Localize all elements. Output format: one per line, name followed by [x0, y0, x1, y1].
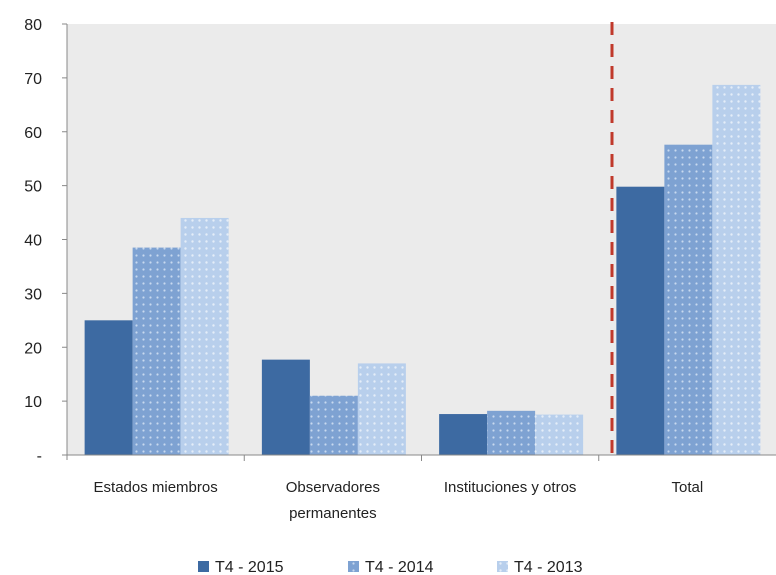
bar-t4-2014-estados-miembros: [132, 247, 181, 455]
bar-t4-2013-observadores-permanentes: [357, 363, 406, 455]
y-tick-label-70: 70: [24, 71, 42, 88]
legend-swatch-t4-2015: [198, 561, 209, 572]
bar-t4-2015-instituciones-y-otros: [439, 414, 488, 455]
y-tick-label-10: 10: [24, 394, 42, 411]
legend-swatch-t4-2013: [497, 561, 508, 572]
y-tick-label-50: 50: [24, 179, 42, 196]
x-category-label-observadores-permanentes: Observadores permanentes: [286, 479, 380, 522]
x-axis-labels: Estados miembros Observadores permanentes I…: [94, 455, 704, 522]
x-category-label-total: Total: [672, 479, 704, 496]
legend-label-t4-2015: T4 - 2015: [215, 559, 284, 575]
bar-t4-2015-estados-miembros: [84, 320, 133, 455]
bar-t4-2014-total: [664, 144, 713, 455]
bars: [84, 84, 761, 455]
y-tick-label-20: 20: [24, 340, 42, 357]
y-tick-label-0: -: [37, 448, 42, 465]
bar-t4-2015-observadores-permanentes: [261, 359, 310, 455]
bar-t4-2014-observadores-permanentes: [309, 395, 358, 455]
y-tick-label-60: 60: [24, 125, 42, 142]
x-category-label-instituciones-y-otros: Instituciones y otros: [444, 479, 577, 496]
bar-t4-2013-estados-miembros: [180, 217, 229, 455]
bar-t4-2013-total: [712, 84, 761, 455]
y-tick-label-80: 80: [24, 17, 42, 34]
bar-t4-2013-instituciones-y-otros: [535, 414, 584, 455]
y-tick-label-40: 40: [24, 233, 42, 250]
y-axis: - 10 20 30 40 50 60 70 80: [24, 17, 67, 465]
y-tick-label-30: 30: [24, 286, 42, 303]
bar-t4-2015-total: [616, 186, 665, 455]
x-category-label-estados-miembros: Estados miembros: [94, 479, 218, 496]
legend: T4 - 2015 T4 - 2014 T4 - 2013: [198, 559, 583, 575]
legend-label-t4-2014: T4 - 2014: [365, 559, 434, 575]
legend-label-t4-2013: T4 - 2013: [514, 559, 583, 575]
bar-t4-2014-instituciones-y-otros: [487, 410, 536, 455]
legend-swatch-t4-2014: [348, 561, 359, 572]
